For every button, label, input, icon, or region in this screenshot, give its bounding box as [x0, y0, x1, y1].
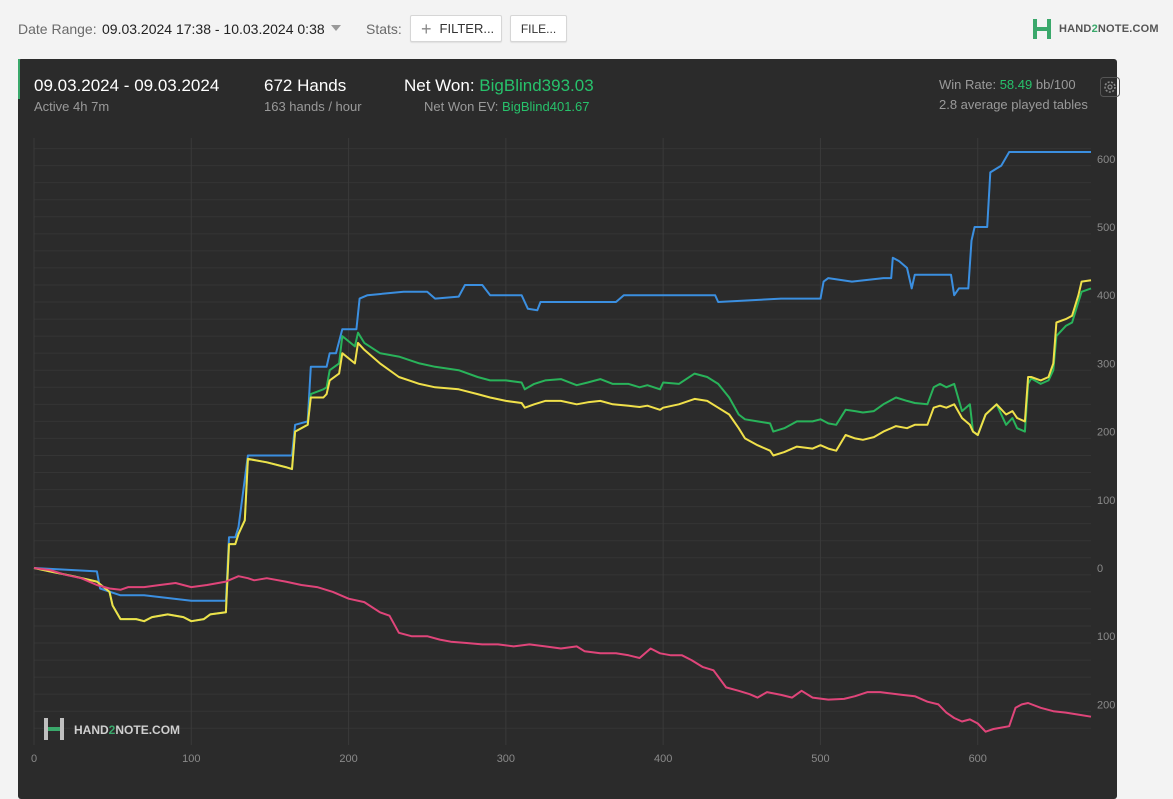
filter-button[interactable]: + FILTER... — [410, 15, 502, 42]
series-line-2 — [33, 279, 1092, 623]
y-tick-label: 400 — [1097, 290, 1115, 302]
x-tick-label: 400 — [654, 753, 672, 765]
y-axis-ticks: 600 500 400 300 200 100 0 100 200 — [1097, 154, 1115, 712]
accent-strip — [18, 59, 20, 99]
x-tick-label: 500 — [811, 753, 829, 765]
active-time: Active 4h 7m — [34, 99, 110, 114]
hands-per-hour: 163 hands / hour — [264, 99, 362, 114]
y-tick-label: 200 — [1097, 699, 1115, 711]
chart-grid — [33, 138, 1091, 745]
file-button[interactable]: FILE... — [510, 15, 567, 42]
avg-tables: 2.8 average played tables — [939, 97, 1088, 112]
y-tick-label: 300 — [1097, 358, 1115, 370]
stats-label: Stats: — [366, 21, 402, 37]
x-axis-ticks: 0 100 200 300 400 500 600 — [31, 753, 987, 765]
brand-logo: HAND2NOTE.COM — [1031, 18, 1159, 40]
top-toolbar: Date Range: 09.03.2024 17:38 - 10.03.202… — [0, 0, 1173, 58]
gear-icon[interactable] — [1100, 77, 1120, 97]
x-tick-label: 100 — [182, 753, 200, 765]
session-date-span: 09.03.2024 - 09.03.2024 — [34, 76, 220, 95]
win-rate: Win Rate: 58.49 bb/100 — [939, 77, 1076, 92]
svg-text:HAND2NOTE.COM: HAND2NOTE.COM — [74, 723, 180, 737]
x-tick-label: 300 — [497, 753, 515, 765]
chevron-down-icon[interactable] — [331, 25, 341, 31]
y-tick-label: 100 — [1097, 495, 1115, 507]
win-rate-value: 58.49 — [999, 77, 1033, 92]
plus-icon: + — [421, 18, 432, 39]
y-tick-label: 100 — [1097, 631, 1115, 643]
x-tick-label: 0 — [31, 753, 37, 765]
filter-button-label: FILTER... — [439, 21, 495, 36]
net-won: Net Won: BigBlind393.03 — [404, 76, 594, 95]
net-won-value: BigBlind393.03 — [479, 76, 594, 95]
chart-watermark: HAND2NOTE.COM — [44, 718, 180, 740]
series-line-0 — [33, 151, 1091, 602]
x-tick-label: 600 — [969, 753, 987, 765]
series-line-1 — [33, 287, 1092, 623]
x-tick-label: 200 — [339, 753, 357, 765]
date-range-select[interactable]: 09.03.2024 17:38 - 10.03.2024 0:38 — [102, 21, 325, 37]
y-tick-label: 600 — [1097, 154, 1115, 166]
series-line-3 — [33, 567, 1092, 733]
logo-icon — [1033, 19, 1051, 39]
y-tick-label: 0 — [1097, 563, 1103, 575]
net-won-ev-value: BigBlind401.67 — [502, 99, 590, 114]
logo-text: HAND2NOTE.COM — [1059, 23, 1159, 35]
hands-count: 672 Hands — [264, 76, 347, 95]
net-won-ev: Net Won EV: BigBlind401.67 — [424, 99, 590, 114]
date-range-label: Date Range: — [18, 21, 97, 37]
y-tick-label: 200 — [1097, 427, 1115, 439]
y-tick-label: 500 — [1097, 222, 1115, 234]
chart-series — [33, 151, 1092, 733]
file-button-label: FILE... — [520, 21, 557, 36]
